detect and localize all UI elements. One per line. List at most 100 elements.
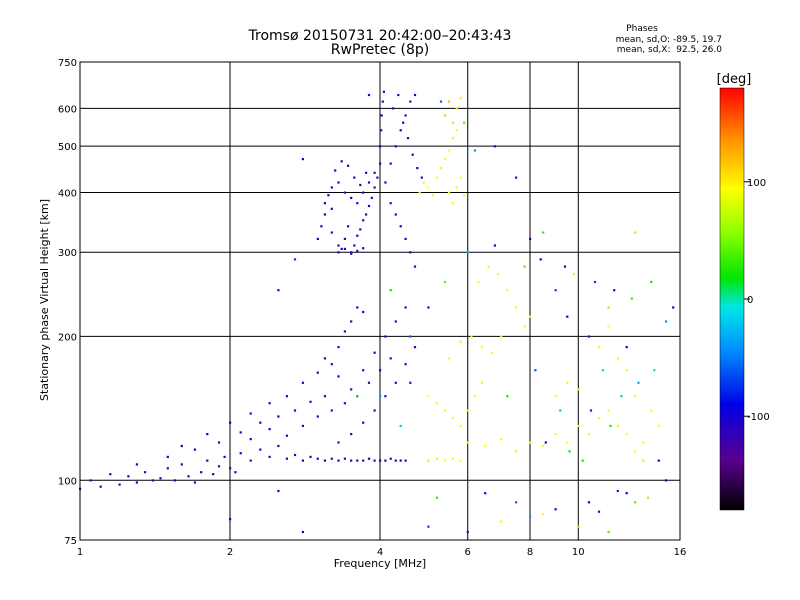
data-point: [409, 335, 412, 338]
data-point: [480, 346, 483, 349]
data-point: [356, 249, 359, 252]
data-point: [394, 320, 397, 323]
data-point: [394, 145, 397, 148]
data-point: [350, 251, 353, 254]
data-point: [379, 145, 382, 148]
y-tick-label: 300: [58, 248, 77, 259]
data-point: [268, 455, 271, 458]
data-point: [379, 162, 382, 165]
data-point: [362, 191, 365, 194]
data-point: [379, 369, 382, 372]
data-point: [607, 306, 610, 309]
data-point: [466, 251, 469, 254]
data-point: [534, 369, 537, 372]
data-point: [365, 213, 368, 216]
data-point: [277, 489, 280, 493]
data-point: [577, 424, 580, 427]
x-tick-label: 1: [77, 547, 83, 558]
data-point: [365, 171, 368, 174]
data-point: [359, 183, 362, 187]
data-point: [451, 137, 454, 140]
data-point: [394, 213, 397, 216]
data-point: [616, 489, 619, 493]
data-point: [577, 388, 580, 391]
data-point: [259, 448, 262, 451]
data-point: [500, 520, 503, 523]
data-point: [389, 289, 392, 292]
data-point: [589, 409, 593, 412]
data-point: [625, 346, 628, 349]
y-tick-label: 500: [58, 142, 77, 153]
data-point: [337, 181, 340, 184]
data-point: [616, 357, 619, 360]
data-point: [380, 129, 383, 132]
data-point: [463, 194, 466, 197]
data-point: [451, 202, 454, 205]
data-point: [229, 467, 232, 470]
data-point: [382, 90, 385, 93]
data-point: [529, 515, 532, 518]
data-point: [316, 371, 319, 374]
data-point: [367, 181, 371, 184]
y-tick-label: 100: [58, 476, 77, 487]
data-point: [376, 176, 379, 179]
data-point: [399, 225, 402, 228]
data-point: [642, 441, 645, 444]
data-point: [587, 433, 590, 436]
data-point: [249, 438, 252, 441]
data-point: [613, 289, 616, 292]
data-point: [420, 176, 423, 179]
data-point: [309, 400, 312, 403]
data-point: [229, 421, 232, 424]
data-point: [630, 297, 633, 300]
data-point: [451, 457, 454, 460]
data-point: [402, 121, 405, 124]
data-point: [337, 459, 340, 462]
data-point: [337, 441, 340, 444]
data-point: [554, 395, 557, 398]
data-point: [529, 315, 532, 318]
data-point: [206, 433, 209, 436]
x-tick-label: 2: [227, 547, 233, 558]
data-point: [362, 219, 365, 222]
colorbar-tick-label: 0: [747, 295, 753, 306]
data-point: [447, 191, 451, 194]
data-point: [577, 525, 580, 528]
data-point: [301, 424, 304, 427]
data-point: [293, 258, 297, 261]
y-tick-label: 750: [58, 58, 77, 69]
data-point: [356, 306, 359, 309]
y-tick-label: 75: [64, 536, 77, 547]
data-point: [404, 459, 407, 462]
x-tick-label: 4: [377, 547, 383, 558]
data-point: [367, 381, 371, 384]
data-point: [404, 237, 407, 240]
data-point: [373, 186, 376, 189]
data-point: [542, 444, 545, 448]
data-point: [529, 237, 532, 240]
data-point: [109, 473, 112, 476]
data-point: [413, 265, 417, 268]
colorbar-tick-label: -100: [747, 412, 770, 423]
plot-frame: [79, 61, 681, 541]
data-point: [493, 244, 496, 247]
data-point: [337, 251, 340, 254]
data-point: [607, 530, 610, 534]
data-point: [384, 395, 387, 398]
data-point: [572, 273, 576, 276]
data-point: [459, 424, 462, 427]
data-point: [166, 455, 169, 458]
data-point: [443, 158, 447, 161]
data-point: [506, 395, 509, 398]
data-point: [316, 237, 319, 240]
data-point: [337, 244, 340, 247]
data-point: [427, 525, 430, 528]
data-point: [634, 395, 637, 398]
data-point: [367, 93, 371, 97]
data-point: [223, 455, 226, 458]
x-tick-label: 8: [527, 547, 533, 558]
data-point: [506, 289, 509, 292]
data-point: [259, 421, 262, 424]
data-point: [343, 330, 346, 333]
data-point: [427, 459, 430, 462]
